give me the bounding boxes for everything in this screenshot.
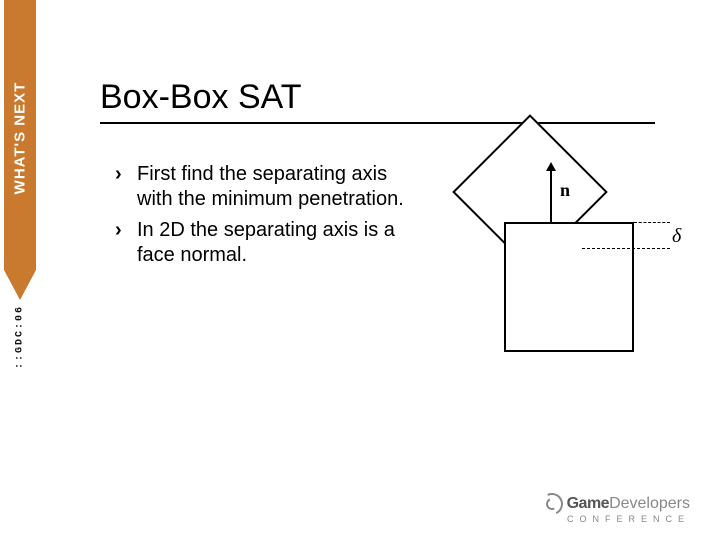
slide-title: Box-Box SAT [100, 78, 302, 117]
footer-conf: CONFERENCE [541, 515, 690, 524]
sidebar-brand-block: WHAT'S NEXT [4, 0, 36, 300]
bullet-item: First find the separating axis with the … [115, 162, 415, 212]
dash-line-top [634, 222, 670, 223]
sidebar-subtext-block: ::GDC:06 [4, 302, 36, 372]
slide: WHAT'S NEXT ::GDC:06 Box-Box SAT First f… [0, 0, 720, 540]
bullet-item: In 2D the separating axis is a face norm… [115, 218, 415, 268]
axis-aligned-box [504, 222, 634, 352]
title-underline [100, 122, 655, 124]
gdc-swirl-icon [537, 490, 565, 518]
dash-line-bottom [582, 248, 670, 249]
footer-logo: GameDevelopers CONFERENCE [541, 493, 690, 524]
label-delta: δ [672, 225, 681, 248]
sidebar-brand-text: WHAT'S NEXT [12, 82, 29, 195]
bullet-list: First find the separating axis with the … [115, 162, 415, 274]
normal-arrow [550, 170, 552, 222]
footer-dev: Developers [609, 495, 690, 512]
sidebar-subtext: ::GDC:06 [15, 305, 26, 369]
label-n: n [560, 180, 570, 201]
footer-game: Game [567, 495, 609, 512]
diagram: n δ [460, 140, 690, 370]
bullet-text: First find the separating axis with the … [137, 163, 404, 210]
bullet-text: In 2D the separating axis is a face norm… [137, 219, 395, 266]
sidebar-banner: WHAT'S NEXT ::GDC:06 [0, 0, 40, 380]
